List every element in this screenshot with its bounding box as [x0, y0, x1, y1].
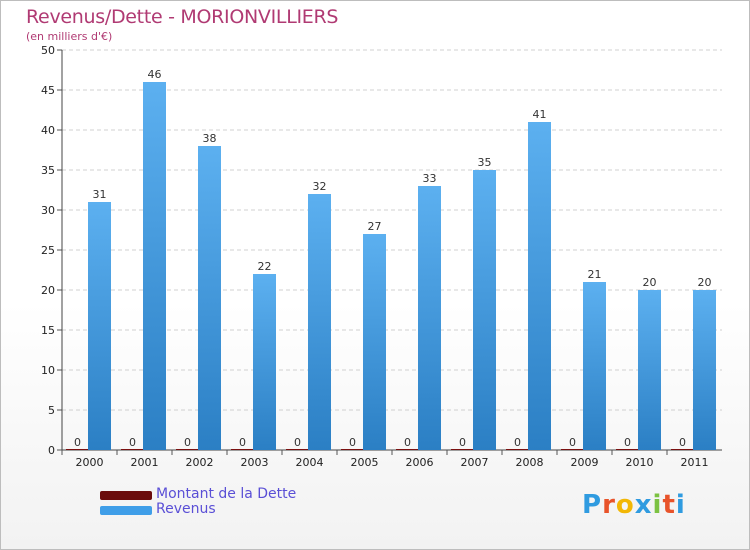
- value-label-revenus-2010: 20: [643, 276, 657, 289]
- value-label-dette-2009: 0: [569, 436, 576, 449]
- x-tick-label-2002: 2002: [186, 456, 214, 469]
- value-label-revenus-2011: 20: [698, 276, 712, 289]
- x-tick-label-2009: 2009: [571, 456, 599, 469]
- bar-revenus-2002: [198, 146, 221, 450]
- logo-letter: o: [615, 490, 635, 520]
- x-tick-label-2008: 2008: [516, 456, 544, 469]
- bar-revenus-2000: [88, 202, 111, 450]
- bar-dette-2007: [451, 449, 474, 450]
- x-tick-label-2007: 2007: [461, 456, 489, 469]
- y-tick-label-20: 20: [41, 284, 55, 297]
- value-label-dette-2004: 0: [294, 436, 301, 449]
- x-tick-label-2010: 2010: [626, 456, 654, 469]
- value-label-dette-2005: 0: [349, 436, 356, 449]
- value-label-revenus-2002: 38: [203, 132, 217, 145]
- bar-revenus-2008: [528, 122, 551, 450]
- bar-dette-2005: [341, 449, 364, 450]
- value-label-dette-2007: 0: [459, 436, 466, 449]
- y-tick-label-30: 30: [41, 204, 55, 217]
- value-label-dette-2010: 0: [624, 436, 631, 449]
- logo-letter: i: [652, 490, 663, 520]
- logo-letter: P: [582, 490, 603, 520]
- value-label-revenus-2000: 31: [93, 188, 107, 201]
- y-tick-label-10: 10: [41, 364, 55, 377]
- bar-revenus-2001: [143, 82, 166, 450]
- y-tick-label-35: 35: [41, 164, 55, 177]
- legend-swatch-revenus: [100, 506, 152, 515]
- bar-revenus-2007: [473, 170, 496, 450]
- chart-subtitle: (en milliers d'€): [26, 30, 113, 43]
- value-label-revenus-2003: 22: [258, 260, 272, 273]
- chart-title: Revenus/Dette - MORIONVILLIERS: [26, 6, 339, 28]
- bar-revenus-2005: [363, 234, 386, 450]
- value-label-dette-2003: 0: [239, 436, 246, 449]
- y-tick-label-5: 5: [48, 404, 55, 417]
- bar-dette-2011: [671, 449, 694, 450]
- x-tick-label-2000: 2000: [76, 456, 104, 469]
- bar-dette-2001: [121, 449, 144, 450]
- bar-dette-2002: [176, 449, 199, 450]
- value-label-revenus-2007: 35: [478, 156, 492, 169]
- proxiti-logo: Proxiti: [582, 490, 686, 520]
- bar-dette-2009: [561, 449, 584, 450]
- x-tick-label-2001: 2001: [131, 456, 159, 469]
- x-tick-label-2006: 2006: [406, 456, 434, 469]
- bar-dette-2000: [66, 449, 89, 450]
- legend-swatch-dette: [100, 491, 152, 500]
- bar-revenus-2011: [693, 290, 716, 450]
- value-label-revenus-2001: 46: [148, 68, 162, 81]
- logo-letter: i: [675, 490, 686, 520]
- value-label-dette-2001: 0: [129, 436, 136, 449]
- y-tick-label-45: 45: [41, 84, 55, 97]
- bar-revenus-2009: [583, 282, 606, 450]
- bar-revenus-2010: [638, 290, 661, 450]
- x-tick-label-2011: 2011: [681, 456, 709, 469]
- value-label-dette-2002: 0: [184, 436, 191, 449]
- y-tick-label-50: 50: [41, 44, 55, 57]
- x-tick-label-2005: 2005: [351, 456, 379, 469]
- bar-dette-2004: [286, 449, 309, 450]
- logo-letter: x: [634, 490, 653, 520]
- y-tick-label-25: 25: [41, 244, 55, 257]
- logo-letter: t: [662, 490, 676, 520]
- bar-dette-2003: [231, 449, 254, 450]
- y-tick-label-15: 15: [41, 324, 55, 337]
- x-tick-label-2004: 2004: [296, 456, 324, 469]
- bar-dette-2006: [396, 449, 419, 450]
- y-tick-label-0: 0: [48, 444, 55, 457]
- logo-letter: r: [602, 490, 616, 520]
- y-tick-label-40: 40: [41, 124, 55, 137]
- legend-label-revenus: Revenus: [156, 501, 216, 517]
- value-label-revenus-2004: 32: [313, 180, 327, 193]
- bar-dette-2010: [616, 449, 639, 450]
- value-label-dette-2011: 0: [679, 436, 686, 449]
- value-label-revenus-2005: 27: [368, 220, 382, 233]
- bar-revenus-2006: [418, 186, 441, 450]
- value-label-revenus-2006: 33: [423, 172, 437, 185]
- bar-revenus-2004: [308, 194, 331, 450]
- x-tick-label-2003: 2003: [241, 456, 269, 469]
- bar-dette-2008: [506, 449, 529, 450]
- value-label-dette-2000: 0: [74, 436, 81, 449]
- bar-revenus-2003: [253, 274, 276, 450]
- value-label-revenus-2008: 41: [533, 108, 547, 121]
- legend-label-dette: Montant de la Dette: [156, 486, 297, 502]
- value-label-revenus-2009: 21: [588, 268, 602, 281]
- value-label-dette-2008: 0: [514, 436, 521, 449]
- value-label-dette-2006: 0: [404, 436, 411, 449]
